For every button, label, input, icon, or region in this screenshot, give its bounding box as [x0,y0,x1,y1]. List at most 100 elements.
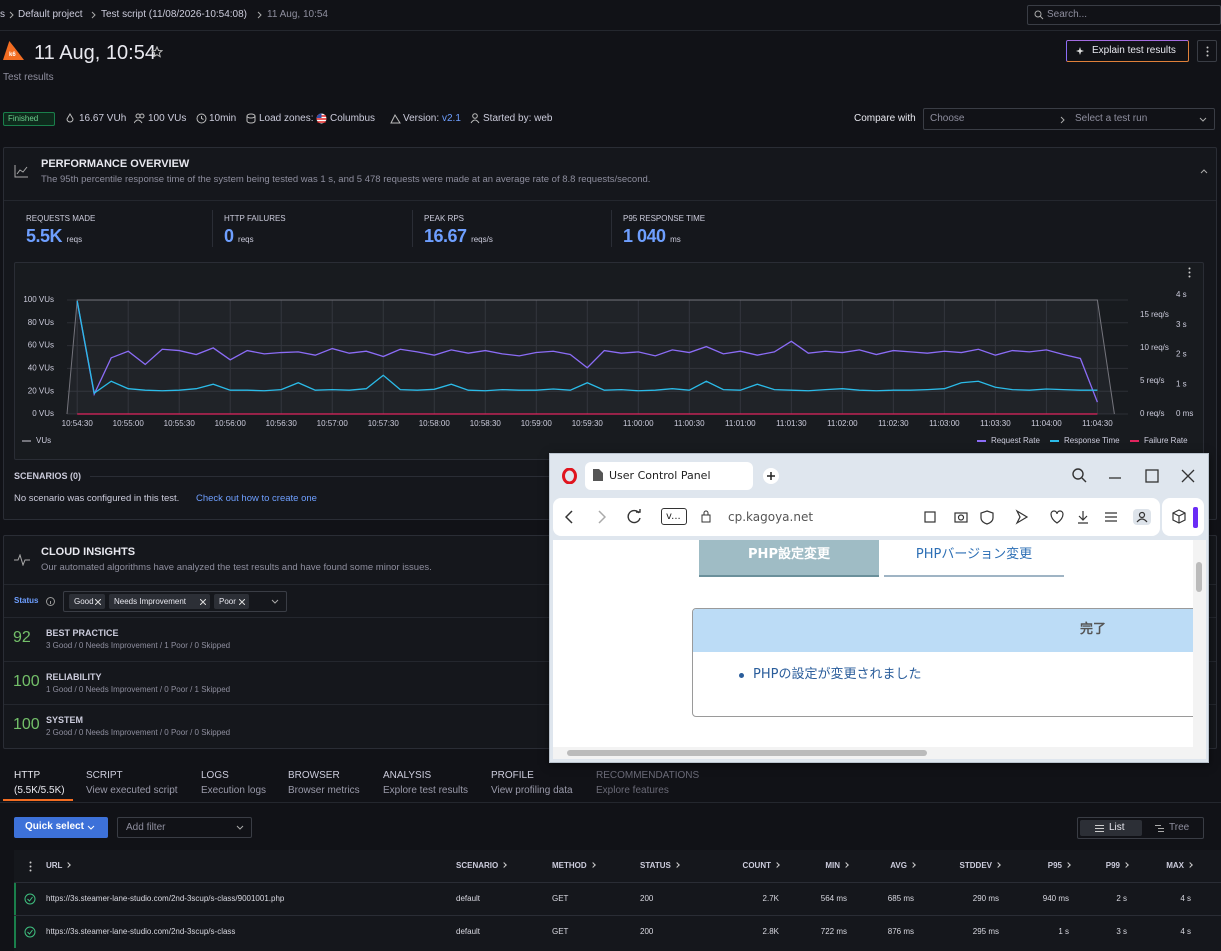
scroll-thumb[interactable] [1196,562,1202,592]
tree-icon[interactable] [1155,825,1164,832]
reload-button[interactable] [627,509,642,524]
metric-label: REQUESTS MADE [26,214,96,223]
list-label: List [1109,822,1125,833]
breadcrumb[interactable]: Default project [18,9,83,20]
load-zones-label: Load zones: [259,113,314,124]
scenarios-link[interactable]: Check out how to create one [196,493,317,504]
y3-tick-label: 3 s [1176,320,1187,329]
tab-title[interactable]: RECOMMENDATIONS [596,770,700,781]
column-header[interactable]: SCENARIO [456,859,506,873]
compare-select[interactable]: Choose Select a test run [923,108,1215,130]
column-header[interactable]: P95 [1048,859,1070,873]
kebab-icon[interactable] [29,861,32,872]
flag-icon [316,113,327,124]
content-tab-active[interactable]: PHP設定変更 [699,540,879,577]
tab-subtitle[interactable]: Browser metrics [288,785,360,796]
compare-run: Select a test run [1075,113,1148,124]
summary-duration: 10min [209,113,237,124]
tab-title[interactable]: BROWSER [288,770,340,781]
more-button[interactable] [1197,40,1217,62]
filter-chip[interactable]: Poor [214,594,249,609]
scenarios-text: No scenario was configured in this test. [14,493,180,504]
version-link[interactable]: v2.1 [442,113,461,124]
filter-chip[interactable]: Good [69,594,105,609]
chip-remove[interactable] [95,599,101,605]
x-tick-label: 11:00:00 [623,419,654,428]
row-divider [14,882,1221,883]
site-button[interactable]: v... [661,508,687,525]
kebab-icon[interactable] [1188,267,1191,278]
list-toggle[interactable] [1080,820,1142,836]
insight-name[interactable]: SYSTEM [46,715,84,725]
x-tick-label: 11:01:30 [776,419,807,428]
tab-subtitle[interactable]: View executed script [86,785,178,796]
tab-subtitle[interactable]: View profiling data [491,785,573,796]
row-cell: 3 s [1116,927,1127,936]
forward-button[interactable] [598,510,606,524]
column-header[interactable]: METHOD [552,859,595,873]
tab-subtitle[interactable]: Explore features [596,785,669,796]
collapse-icon[interactable] [1200,168,1208,174]
column-header[interactable]: MIN [825,859,848,873]
favorite-star[interactable] [151,46,163,58]
x-tick-label: 10:58:00 [419,419,451,428]
insight-name[interactable]: BEST PRACTICE [46,628,119,638]
chip-remove[interactable] [239,599,245,605]
explain-button[interactable]: Explain test results [1066,40,1189,62]
y-tick-label: 40 VUs [28,364,54,373]
insight-detail: 2 Good / 0 Needs Improvement / 0 Poor / … [46,728,231,737]
column-header[interactable]: STATUS [640,859,679,873]
filter-chip[interactable]: Needs Improvement [109,594,210,609]
quick-select-button[interactable]: Quick select [14,817,108,838]
tab-title[interactable]: HTTP [14,770,41,781]
tab-title[interactable]: PROFILE [491,770,534,781]
x-tick-label: 10:54:30 [62,419,94,428]
search-tabs-icon[interactable] [1072,468,1087,483]
vertical-scrollbar[interactable] [1193,540,1206,747]
column-header[interactable]: AVG [890,859,915,873]
column-header[interactable]: URL [46,859,70,873]
search-box[interactable]: Search... [1027,5,1221,25]
insight-name[interactable]: RELIABILITY [46,671,102,682]
vuh-icon [66,113,74,123]
new-tab-button[interactable] [763,468,779,484]
chip-label: Poor [219,597,236,606]
compare-choose: Choose [930,113,965,124]
chip-remove[interactable] [200,599,206,605]
horizontal-scrollbar[interactable] [553,747,1206,759]
browser-tab[interactable]: User Control Panel [585,462,753,490]
scroll-thumb[interactable] [567,750,927,756]
active-tab-indicator [3,799,73,801]
minimize-button[interactable] [1108,476,1122,480]
row-url[interactable]: https://3s.steamer-lane-studio.com/2nd-3… [46,927,236,936]
tab-title[interactable]: ANALYSIS [383,770,432,781]
extension-icon[interactable] [1172,509,1186,524]
tree-label[interactable]: Tree [1169,822,1190,833]
tab-subtitle[interactable]: Explore test results [383,785,469,796]
maximize-button[interactable] [1145,469,1159,483]
tab-subtitle[interactable]: (5.5K/5.5K) [14,785,65,796]
column-header[interactable]: P99 [1106,859,1128,873]
column-header[interactable]: STDDEV [960,859,1000,873]
breadcrumb[interactable]: Test script (11/08/2026-10:54:08) [101,9,248,20]
x-tick-label: 11:03:30 [980,419,1011,428]
url-text[interactable]: cp.kagoya.net [728,510,814,524]
back-button[interactable] [565,510,573,524]
content-tab[interactable]: PHPバージョン変更 [884,540,1064,577]
close-button[interactable] [1181,469,1195,483]
tab-subtitle[interactable]: Execution logs [201,785,267,796]
tab-title[interactable]: SCRIPT [86,770,123,781]
row-cell: 4 s [1180,927,1191,936]
tab-title[interactable]: LOGS [201,770,229,781]
dropdown-icon [87,825,95,830]
add-filter[interactable]: Add filter [117,817,252,838]
column-header[interactable]: MAX [1166,859,1192,873]
row-cell: GET [552,927,569,936]
breadcrumb[interactable]: s [0,9,5,20]
column-header[interactable]: COUNT [743,859,779,873]
toolbar-icons[interactable] [923,509,1151,525]
row-url[interactable]: https://3s.steamer-lane-studio.com/2nd-3… [46,894,285,903]
bullet [739,673,744,678]
explain-button-label: Explain test results [1092,45,1176,56]
status-filter[interactable] [63,591,287,612]
